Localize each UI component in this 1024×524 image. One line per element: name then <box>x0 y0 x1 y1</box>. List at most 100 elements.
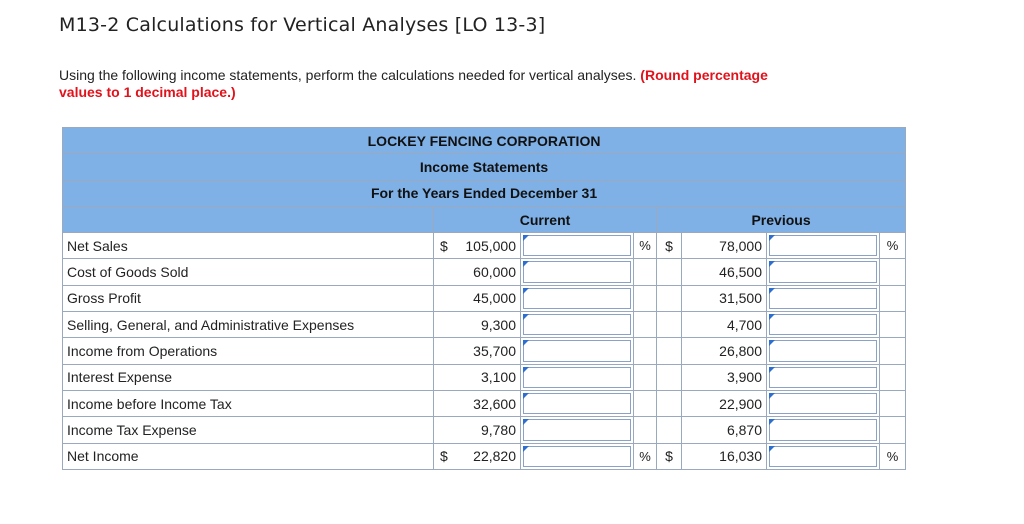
statement-row: Income before Income Tax 32,600 22,900 <box>62 389 907 418</box>
statement-period: For the Years Ended December 31 <box>61 179 907 207</box>
dollar-sign: $ <box>440 237 448 254</box>
current-amount: 9,300 <box>433 311 521 339</box>
row-label: Gross Profit <box>62 284 434 313</box>
previous-dollar-sign <box>656 258 682 286</box>
input-box[interactable] <box>523 366 631 388</box>
current-percent-sign <box>633 363 657 391</box>
income-statement-table: LOCKEY FENCING CORPORATION Income Statem… <box>61 126 907 470</box>
statement-row: Interest Expense 3,100 3,900 <box>62 363 907 391</box>
instructions: Using the following income statements, p… <box>59 67 779 101</box>
current-percent-input[interactable] <box>520 311 634 339</box>
input-flag-icon <box>769 419 775 426</box>
previous-percent-input[interactable] <box>766 389 880 418</box>
input-flag-icon <box>523 392 529 399</box>
input-box[interactable] <box>523 340 631 362</box>
input-box[interactable] <box>769 261 877 283</box>
previous-percent-sign <box>878 363 907 391</box>
row-label: Cost of Goods Sold <box>62 258 434 286</box>
input-box[interactable] <box>523 445 631 467</box>
input-box[interactable] <box>769 419 877 441</box>
input-box[interactable] <box>769 235 877 257</box>
row-label: Net Income <box>62 442 434 470</box>
previous-percent-input[interactable] <box>766 284 880 313</box>
input-flag-icon <box>523 419 529 426</box>
current-percent-input[interactable] <box>520 232 634 260</box>
current-amount: 3,100 <box>433 363 521 391</box>
statement-row: Income from Operations 35,700 26,800 <box>62 337 907 365</box>
current-value: 32,600 <box>473 395 516 412</box>
row-label: Selling, General, and Administrative Exp… <box>62 311 434 339</box>
current-percent-input[interactable] <box>520 389 634 418</box>
previous-percent-input[interactable] <box>766 442 880 470</box>
input-flag-icon <box>523 235 529 242</box>
current-percent-sign: % <box>633 232 657 260</box>
current-amount: 35,700 <box>433 337 521 365</box>
current-amount: 45,000 <box>433 284 521 313</box>
previous-percent-input[interactable] <box>766 337 880 365</box>
input-box[interactable] <box>769 366 877 388</box>
input-box[interactable] <box>523 235 631 257</box>
statement-row: Net Income $22,820% $16,030% <box>62 442 907 470</box>
input-flag-icon <box>523 261 529 268</box>
current-percent-input[interactable] <box>520 416 634 444</box>
previous-percent-sign <box>878 389 907 418</box>
instructions-text: Using the following income statements, p… <box>59 67 641 83</box>
current-value: 35,700 <box>473 343 516 360</box>
current-percent-sign <box>633 311 657 339</box>
previous-percent-sign <box>878 416 907 444</box>
input-box[interactable] <box>769 392 877 415</box>
input-flag-icon <box>769 392 775 399</box>
input-box[interactable] <box>523 287 631 310</box>
previous-dollar-sign <box>656 416 682 444</box>
current-percent-sign <box>633 337 657 365</box>
current-value: 9,780 <box>480 421 516 438</box>
row-label: Income Tax Expense <box>62 416 434 444</box>
current-percent-input[interactable] <box>520 337 634 365</box>
input-box[interactable] <box>523 392 631 415</box>
current-value: 60,000 <box>473 264 516 281</box>
input-box[interactable] <box>769 340 877 362</box>
previous-amount: 78,000 <box>681 232 767 260</box>
current-amount: 60,000 <box>433 258 521 286</box>
previous-percent-sign <box>878 284 907 313</box>
statement-row: Cost of Goods Sold 60,000 46,500 <box>62 258 907 286</box>
statement-row: Net Sales $105,000% $78,000% <box>62 232 907 260</box>
input-flag-icon <box>523 445 529 452</box>
previous-percent-sign <box>878 258 907 286</box>
input-flag-icon <box>769 366 775 373</box>
input-flag-icon <box>769 287 775 294</box>
current-percent-sign <box>633 258 657 286</box>
current-percent-input[interactable] <box>520 363 634 391</box>
current-percent-sign <box>633 416 657 444</box>
statement-row: Income Tax Expense 9,780 6,870 <box>62 416 907 444</box>
previous-dollar-sign <box>656 389 682 418</box>
input-flag-icon <box>523 366 529 373</box>
input-box[interactable] <box>769 314 877 336</box>
previous-amount: 4,700 <box>681 311 767 339</box>
input-box[interactable] <box>769 287 877 310</box>
current-percent-input[interactable] <box>520 258 634 286</box>
previous-percent-sign: % <box>878 232 907 260</box>
input-flag-icon <box>769 445 775 452</box>
previous-percent-input[interactable] <box>766 258 880 286</box>
input-flag-icon <box>769 261 775 268</box>
previous-percent-input[interactable] <box>766 363 880 391</box>
input-box[interactable] <box>523 419 631 441</box>
input-box[interactable] <box>769 445 877 467</box>
current-percent-input[interactable] <box>520 284 634 313</box>
previous-dollar-sign <box>656 337 682 365</box>
previous-amount: 31,500 <box>681 284 767 313</box>
previous-dollar-sign <box>656 284 682 313</box>
row-label: Income from Operations <box>62 337 434 365</box>
current-percent-input[interactable] <box>520 442 634 470</box>
input-flag-icon <box>769 235 775 242</box>
input-box[interactable] <box>523 261 631 283</box>
input-box[interactable] <box>523 314 631 336</box>
previous-percent-input[interactable] <box>766 311 880 339</box>
previous-percent-input[interactable] <box>766 232 880 260</box>
row-label: Income before Income Tax <box>62 389 434 418</box>
previous-percent-sign <box>878 337 907 365</box>
current-amount: $105,000 <box>433 232 521 260</box>
previous-percent-input[interactable] <box>766 416 880 444</box>
input-flag-icon <box>523 314 529 321</box>
